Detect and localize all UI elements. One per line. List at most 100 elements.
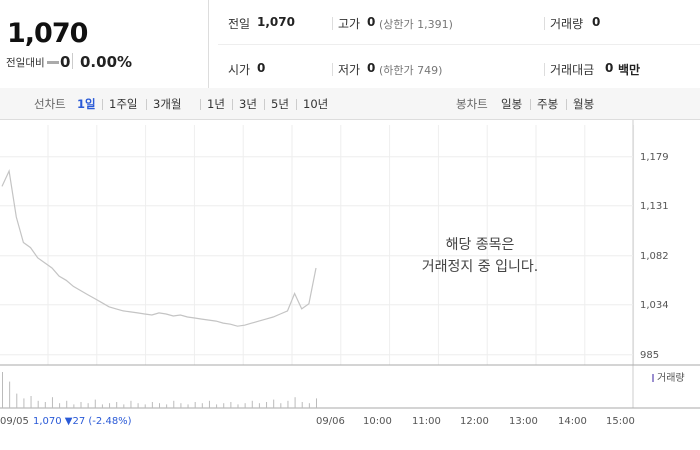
price: 1,070	[7, 18, 88, 49]
y-tick-label: 1,179	[640, 152, 669, 163]
divider	[264, 99, 265, 110]
volume-bar	[130, 400, 132, 408]
volume-bar	[109, 403, 111, 408]
summary-label: 고가	[338, 17, 361, 31]
x-tick-label: 15:00	[606, 416, 635, 427]
summary-label: 거래대금	[550, 63, 595, 77]
divider	[232, 99, 233, 110]
volume-bar	[187, 404, 189, 408]
volume-bar	[59, 403, 61, 408]
summary-value: 0	[367, 15, 376, 29]
volume-bar	[266, 402, 268, 408]
divider	[102, 99, 103, 110]
volume-bar	[101, 404, 103, 408]
x-tick-label: 10:00	[363, 416, 392, 427]
y-tick-label: 985	[640, 350, 659, 361]
volume-bar	[80, 402, 82, 408]
divider	[146, 99, 147, 110]
volume-bar	[216, 404, 218, 408]
summary-note: (상한가 1,391)	[379, 18, 453, 31]
summary-label: 저가	[338, 63, 361, 77]
halt-message: 거래정지 중 입니다.	[422, 259, 538, 275]
divider	[208, 0, 209, 88]
x-tick-label: 12:00	[460, 416, 489, 427]
volume-bar	[244, 403, 246, 408]
summary-value: 0	[257, 61, 266, 75]
volume-bar	[137, 403, 139, 408]
toolbar-label: 봉차트	[456, 97, 488, 111]
legend-swatch	[652, 374, 654, 382]
summary-note: (하한가 749)	[379, 64, 443, 77]
x-tick-label: 09/06	[316, 416, 345, 427]
divider	[332, 63, 333, 76]
divider	[566, 99, 567, 110]
volume-bar	[87, 403, 89, 408]
flat-icon	[47, 61, 59, 64]
legend-label: 거래량	[657, 372, 685, 384]
volume-bar	[116, 402, 118, 408]
volume-bar	[159, 403, 160, 408]
period-button[interactable]: 1주일	[109, 97, 138, 111]
divider	[544, 17, 545, 30]
volume-bar	[316, 398, 317, 408]
summary-unit: 백만	[618, 63, 641, 77]
volume-bar	[144, 404, 146, 408]
change: 0	[60, 53, 71, 71]
x-tick-label: 09/05	[0, 416, 29, 427]
summary-value: 0	[605, 61, 614, 75]
volume-bar	[123, 404, 125, 408]
y-tick-label: 1,034	[640, 300, 669, 311]
candle-button[interactable]: 주봉	[537, 97, 559, 111]
volume-bar	[294, 397, 296, 408]
volume-bar	[16, 393, 18, 408]
x-tick-label: 11:00	[412, 416, 441, 427]
period-button[interactable]: 1년	[207, 97, 225, 111]
candle-button[interactable]: 월봉	[573, 97, 595, 111]
period-button[interactable]: 3년	[239, 97, 257, 111]
volume-bar	[301, 402, 303, 408]
volume-bar	[44, 402, 46, 408]
summary-value: 0	[592, 15, 601, 29]
summary-label: 거래량	[550, 17, 584, 31]
change-label: 전일대비	[6, 57, 45, 69]
volume-bar	[308, 403, 310, 408]
price-line	[1, 168, 317, 327]
volume-bar	[208, 400, 210, 408]
divider	[530, 99, 531, 110]
volume-bar	[273, 399, 275, 408]
volume-bar	[194, 402, 196, 408]
toolbar-label: 선차트	[34, 97, 66, 111]
divider	[332, 17, 333, 30]
toolbar	[0, 88, 700, 120]
volume-bar	[237, 404, 239, 408]
volume-bar	[280, 403, 282, 408]
period-button[interactable]: 3개월	[153, 97, 182, 111]
volume-bar	[230, 402, 232, 408]
volume-bar	[37, 400, 39, 408]
period-button[interactable]: 10년	[303, 97, 329, 111]
x-tick-label: 14:00	[558, 416, 587, 427]
volume-bar	[73, 404, 75, 408]
period-button[interactable]: 1일	[77, 97, 96, 111]
candle-button[interactable]: 일봉	[501, 97, 523, 111]
divider	[296, 99, 297, 110]
volume-bar	[173, 400, 175, 408]
last-price: 1,070 ▼27 (-2.48%)	[33, 416, 132, 427]
divider	[218, 44, 700, 45]
halt-message: 해당 종목은	[446, 237, 515, 253]
summary-label: 전일	[228, 17, 251, 31]
divider	[200, 99, 201, 110]
summary-label: 시가	[228, 63, 251, 77]
period-button[interactable]: 5년	[271, 97, 289, 111]
volume-bar	[223, 403, 225, 408]
summary-value: 0	[367, 61, 376, 75]
divider	[544, 63, 545, 76]
summary-value: 1,070	[257, 15, 295, 29]
volume-bar	[287, 400, 289, 408]
volume-bar	[94, 399, 96, 408]
volume-bar	[30, 396, 32, 408]
volume-bar	[9, 381, 11, 408]
volume-bar	[258, 403, 260, 408]
